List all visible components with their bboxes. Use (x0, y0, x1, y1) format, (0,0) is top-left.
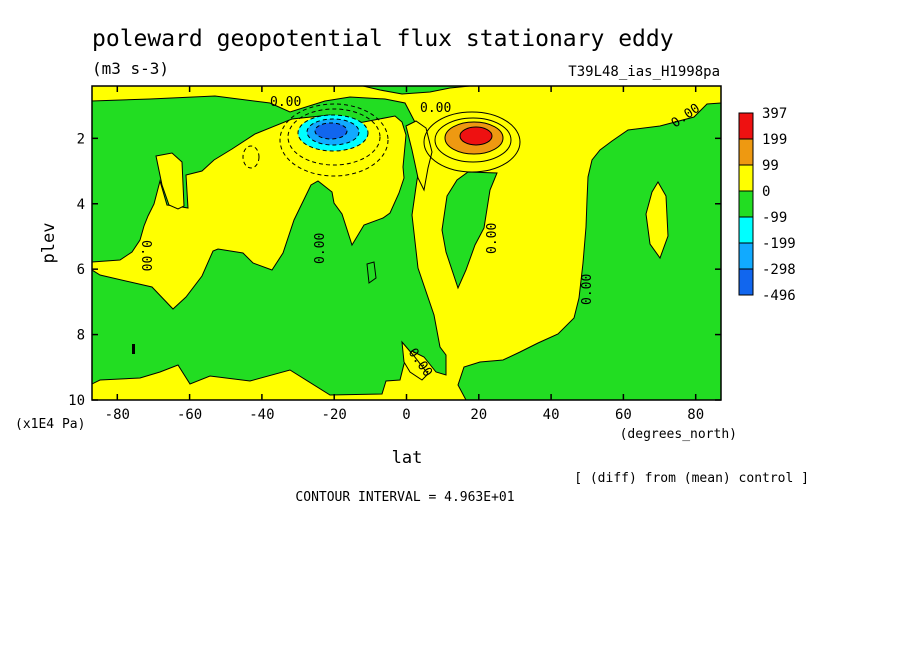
x-tick-label: 80 (687, 407, 704, 423)
upper-left-negative-patch (362, 86, 471, 95)
x-units-label: (degrees_north) (620, 427, 737, 442)
contour-interval: CONTOUR INTERVAL = 4.963E+01 (295, 490, 514, 505)
northern-negative-region (457, 102, 721, 400)
colorbar-label: -298 (762, 262, 796, 278)
central-negative-tongue (441, 171, 498, 290)
y-tick-label: 8 (77, 328, 85, 344)
colorbar-label: -496 (762, 288, 796, 304)
run-label: T39L48_ias_H1998pa (568, 64, 720, 80)
footer-note: [ (diff) from (mean) control ] (574, 471, 809, 486)
positive-extremum (423, 111, 521, 173)
y-tick-label: 10 (68, 393, 85, 409)
x-tick-label: 40 (543, 407, 560, 423)
y-axis: 2 4 6 8 10 (68, 131, 721, 409)
contour-label: 0.00 (313, 233, 328, 264)
island-south-45 (155, 152, 185, 210)
colorbar-label: 0 (762, 184, 770, 200)
island-equatorial-low (401, 340, 429, 381)
plot-area: 0.00 0.00 0.00 0.00 0.00 0.00 0.00 0.00 (92, 86, 721, 400)
colorbar-label: 99 (762, 158, 779, 174)
contour-mark (132, 344, 135, 354)
y-tick-label: 4 (77, 197, 85, 213)
colorbar-swatch (738, 112, 754, 140)
colorbar-swatch (738, 242, 754, 270)
colorbar-swatch (738, 268, 754, 296)
x-axis-label: lat (392, 448, 423, 468)
contour-label: 0.00 (485, 223, 500, 254)
small-negative-cell (366, 261, 377, 284)
colorbar-swatch (738, 216, 754, 244)
colorbar-label: 397 (762, 106, 787, 122)
colorbar-label: -99 (762, 210, 787, 226)
x-axis: -80 -60 -40 -20 0 20 40 60 80 (105, 86, 704, 423)
x-tick-label: -40 (249, 407, 274, 423)
x-tick-label: -80 (105, 407, 130, 423)
units-label: (m3 s-3) (92, 59, 169, 78)
y-tick-label: 2 (77, 131, 85, 147)
contour-label: 0.00 (420, 101, 451, 116)
colorbar-label: 199 (762, 132, 787, 148)
island-north-80 (645, 181, 669, 260)
x-tick-label: 0 (402, 407, 410, 423)
y-units-label: (x1E4 Pa) (15, 417, 85, 432)
contour-label: 0.00 (580, 274, 595, 305)
x-tick-label: 20 (470, 407, 487, 423)
chart-title: poleward geopotential flux stationary ed… (92, 26, 674, 52)
negative-extremum (242, 103, 389, 177)
colorbar-swatch (738, 164, 754, 192)
contour-label: 0.00 (270, 95, 301, 110)
island-north-upper (405, 120, 433, 192)
y-axis-label: plev (39, 223, 59, 264)
positive-islands (155, 120, 669, 381)
colorbar: 397 199 99 0 -99 -199 -298 -496 (738, 106, 796, 304)
colorbar-swatch (738, 190, 754, 218)
contour-label: 0.00 (138, 240, 153, 271)
colorbar-label: -199 (762, 236, 796, 252)
y-tick-label: 6 (77, 262, 85, 278)
x-tick-label: -20 (322, 407, 347, 423)
x-tick-label: -60 (177, 407, 202, 423)
colorbar-swatch (738, 138, 754, 166)
x-tick-label: 60 (615, 407, 632, 423)
